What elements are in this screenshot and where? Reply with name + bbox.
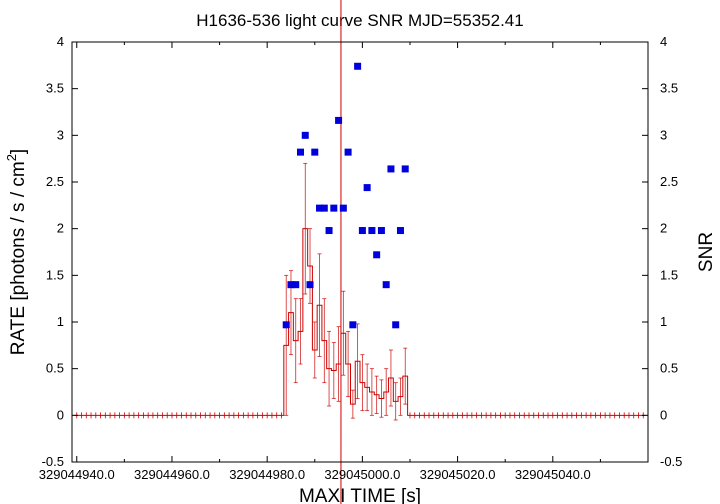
y-tick-label-left: 3.5 [46, 81, 64, 96]
x-tick-label: 329044940.0 [39, 467, 115, 482]
snr-point [339, 204, 347, 212]
snr-point [282, 321, 290, 329]
y-axis-title-main: RATE [photons / s / cm [8, 161, 29, 355]
x-tick-label: 329044980.0 [229, 467, 305, 482]
y-axis-title-left: RATE [photons / s / cm2] [4, 149, 29, 355]
plot-area [74, 0, 646, 504]
snr-point [335, 116, 343, 124]
snr-point [325, 227, 333, 235]
snr-point [296, 148, 304, 156]
x-tick-label: 329045020.0 [420, 467, 496, 482]
snr-point [396, 227, 404, 235]
snr-point [382, 281, 390, 289]
y-tick-label-right: 3 [660, 127, 667, 142]
y-tick-label-right: 0 [660, 407, 667, 422]
snr-point [363, 184, 371, 192]
plot-frame [71, 41, 649, 463]
x-tick-label: 329044960.0 [134, 467, 210, 482]
y-axis-title-right: SNR [696, 232, 717, 272]
snr-point [368, 227, 376, 235]
snr-point [387, 165, 395, 173]
y-tick-label-right: 2.5 [660, 174, 678, 189]
rate-step-line [74, 228, 646, 416]
snr-point [320, 204, 328, 212]
x-axis-title: MAXI TIME [s] [299, 486, 421, 504]
axes-ticks: -0.5 -0.5 0 0 0.5 0.5 1 1 1.5 1.5 2 2 2.5 2.5 3 3 3.5 3.5… [39, 34, 683, 482]
snr-point [354, 62, 362, 70]
y-tick-label-left: 4 [57, 34, 64, 49]
chart-title: H1636-536 light curve SNR MJD=55352.41 [196, 11, 523, 30]
y-tick-label-right: 0.5 [660, 361, 678, 376]
snr-point [401, 165, 409, 173]
snr-point [358, 227, 366, 235]
snr-point [287, 281, 295, 289]
snr-point [316, 204, 324, 212]
snr-point [373, 251, 381, 259]
y-tick-label-right: 2 [660, 221, 667, 236]
y-tick-label-left: 1 [57, 314, 64, 329]
x-tick-label: 329045040.0 [515, 467, 591, 482]
y-tick-label-left: 2 [57, 221, 64, 236]
snr-point [392, 321, 400, 329]
snr-point [311, 148, 319, 156]
y-tick-label-right: 3.5 [660, 81, 678, 96]
y-axis-title-end: ] [8, 149, 29, 154]
y-tick-label-left: -0.5 [42, 454, 64, 469]
snr-point [344, 148, 352, 156]
y-tick-label-right: 1 [660, 314, 667, 329]
snr-point [377, 227, 385, 235]
snr-point [306, 281, 314, 289]
y-tick-label-right: 1.5 [660, 267, 678, 282]
y-tick-label-left: 0.5 [46, 361, 64, 376]
y-tick-label-left: 3 [57, 127, 64, 142]
y-tick-label-right: -0.5 [660, 454, 682, 469]
y-tick-label-right: 4 [660, 34, 667, 49]
snr-point [301, 131, 309, 139]
snr-point [349, 321, 357, 329]
snr-point [330, 204, 338, 212]
y-axis-title-sup: 2 [4, 154, 19, 161]
y-tick-label-left: 0 [57, 407, 64, 422]
x-tick-label: 329045000.0 [324, 467, 400, 482]
snr-point [292, 281, 300, 289]
y-tick-label-left: 2.5 [46, 174, 64, 189]
y-tick-label-left: 1.5 [46, 267, 64, 282]
